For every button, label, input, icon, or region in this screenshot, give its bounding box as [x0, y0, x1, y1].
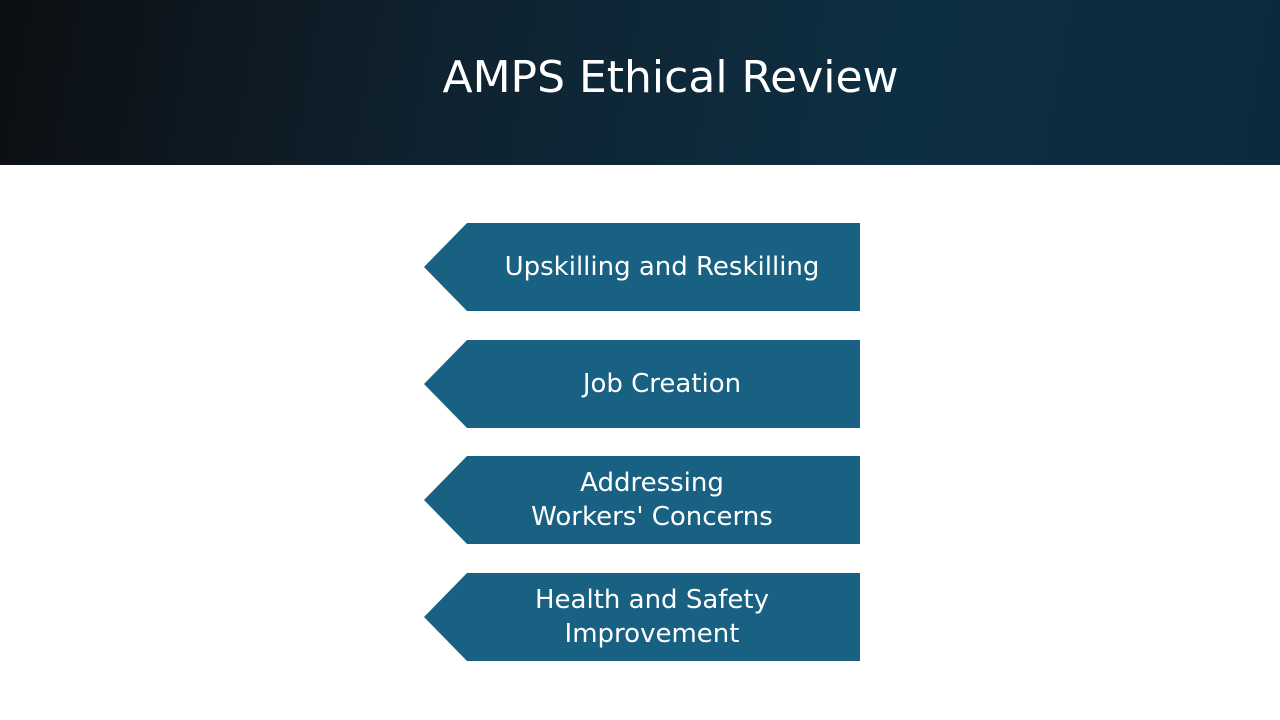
slide-title: AMPS Ethical Review [442, 52, 899, 103]
step-job-creation: Job Creation [424, 340, 860, 428]
step-health-safety: Health and Safety Improvement [424, 573, 860, 661]
step-upskilling-reskilling: Upskilling and Reskilling [424, 223, 860, 311]
step-label: Addressing Workers' Concerns [531, 468, 773, 532]
step-label: Health and Safety Improvement [535, 585, 769, 649]
step-label: Job Creation [582, 369, 742, 399]
step-workers-concerns: Addressing Workers' Concerns [424, 456, 860, 544]
title-banner: AMPS Ethical Review [0, 0, 1280, 165]
step-label: Upskilling and Reskilling [504, 252, 820, 282]
